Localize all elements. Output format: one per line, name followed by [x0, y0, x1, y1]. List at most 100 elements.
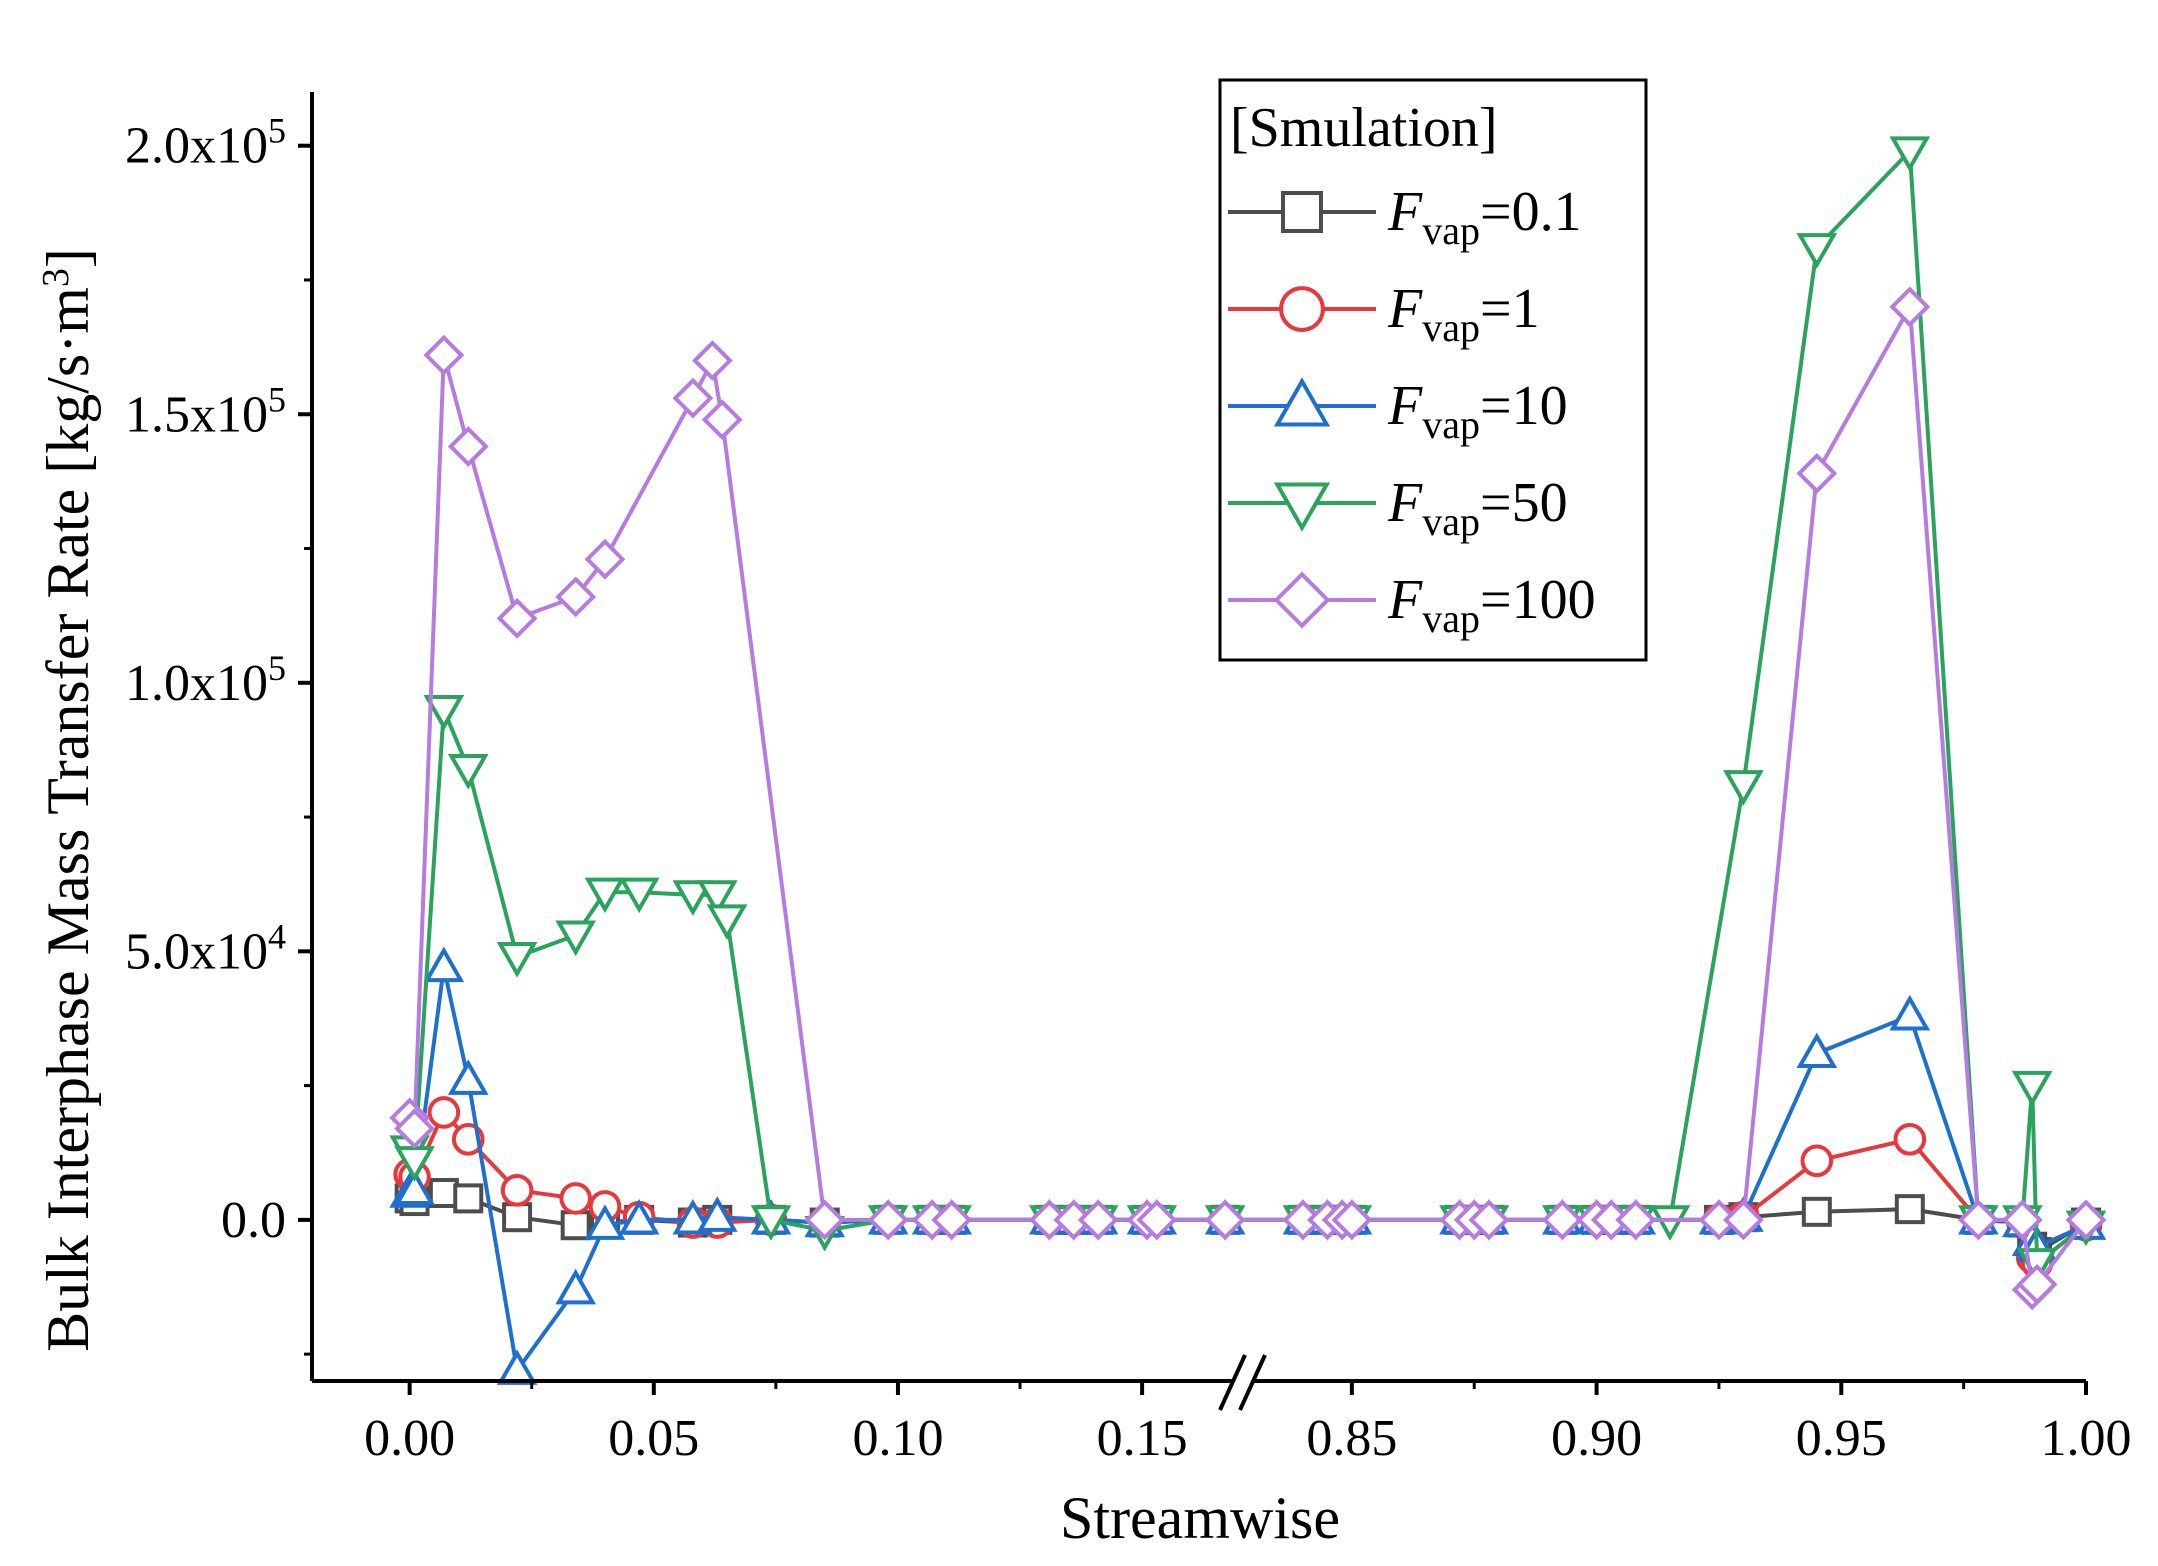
legend-label-value: =10: [1480, 375, 1568, 437]
data-point: [555, 920, 597, 957]
x-tick-label: 0.90: [1551, 1410, 1642, 1467]
data-point: [2001, 1199, 2043, 1241]
data-point: [1723, 770, 1764, 806]
legend-label: Fvap=0.1: [1387, 181, 1582, 253]
data-point: [1136, 1199, 1178, 1241]
legend-item: Fvap=1: [1228, 278, 1540, 350]
y-tick-label-base: 1.5x10: [125, 386, 268, 443]
data-point: [750, 1205, 792, 1241]
legend-label-sub: vap: [1422, 596, 1480, 641]
data-point: [1801, 1196, 1832, 1227]
legend-marker: [1273, 377, 1331, 427]
data-point: [428, 1178, 459, 1209]
data-point: [1077, 1199, 1119, 1241]
y-tick-label: 0.0: [221, 1192, 286, 1249]
legend-label-sub: vap: [1422, 499, 1480, 544]
x-tick-label: 0.85: [1306, 1410, 1397, 1467]
y-tick-label: 1.5x105: [125, 379, 286, 443]
axis-break-mark: [1218, 1354, 1247, 1411]
data-point: [453, 1183, 484, 1214]
y-tick-label-base: 2.0x10: [125, 118, 268, 175]
legend-label-sub: vap: [1422, 305, 1480, 350]
data-point: [867, 1199, 909, 1241]
data-point: [500, 1174, 534, 1207]
data-point: [1796, 1032, 1838, 1069]
y-tick-label-exp: 4: [268, 916, 286, 956]
legend-label-var: F: [1387, 375, 1423, 437]
data-point: [584, 1204, 626, 1240]
y-axis-title-close: ]: [35, 248, 101, 268]
data-point: [560, 1210, 591, 1241]
data-point: [1889, 994, 1931, 1031]
legend-marker: [1273, 482, 1331, 532]
axis-break-mark: [1238, 1354, 1267, 1411]
y-tick-label-base: 0.0: [221, 1192, 286, 1249]
data-point: [1468, 1199, 1510, 1241]
data-point: [394, 1169, 435, 1206]
data-point: [394, 1108, 435, 1149]
data-point: [447, 754, 489, 790]
legend-item: Fvap=50: [1228, 472, 1568, 544]
data-point: [706, 904, 748, 941]
legend-title: [Smulation]: [1230, 97, 1498, 159]
legend-label-var: F: [1387, 472, 1423, 534]
y-axis-title: Bulk Interphase Mass Transfer Rate [kg/s…: [35, 248, 101, 1352]
data-point: [1723, 1199, 1764, 1241]
legend-label-var: F: [1387, 569, 1423, 631]
data-point: [701, 399, 743, 440]
data-point: [502, 1202, 533, 1233]
series-layer: [389, 136, 2107, 1385]
y-tick-label: 5.0x104: [125, 916, 286, 980]
data-point: [696, 1196, 738, 1232]
data-point: [1889, 286, 1931, 328]
legend-label-var: F: [1387, 278, 1423, 340]
y-axis-title-sup: 3: [35, 268, 77, 287]
x-tick-label: 0.95: [1796, 1410, 1887, 1467]
legend-marker: [1273, 571, 1331, 629]
x-axis-title: Streamwise: [1060, 1485, 1340, 1551]
data-point: [423, 694, 465, 731]
legend-marker: [1279, 286, 1325, 332]
legend-label: Fvap=100: [1387, 569, 1596, 641]
y-tick-label-exp: 5: [268, 111, 286, 151]
legend-marker: [1281, 191, 1323, 233]
x-tick-label: 1.00: [2041, 1410, 2132, 1467]
y-tick-label-exp: 5: [268, 648, 286, 688]
data-point: [584, 538, 626, 580]
legend-box: [1218, 78, 1648, 662]
legend-label-sub: vap: [1422, 208, 1480, 253]
data-point: [1796, 452, 1838, 494]
y-tick-label-base: 1.0x10: [125, 655, 268, 712]
data-point: [447, 1059, 489, 1095]
data-point: [447, 426, 489, 467]
x-tick-label: 0.15: [1097, 1410, 1188, 1467]
legend-label-value: =50: [1480, 472, 1568, 534]
legend-label: Fvap=50: [1387, 472, 1568, 544]
legend-item: Fvap=100: [1228, 569, 1596, 641]
data-point: [1957, 1199, 1999, 1241]
data-point: [1541, 1199, 1583, 1241]
legend-label-sub: vap: [1422, 402, 1480, 447]
data-point: [618, 877, 660, 914]
legend-item: Fvap=10: [1228, 375, 1568, 447]
y-tick-label: 2.0x105: [125, 111, 286, 175]
legend: [Smulation]Fvap=0.1Fvap=1Fvap=10Fvap=50F…: [1218, 78, 1648, 662]
y-axis-title-main: Bulk Interphase Mass Transfer Rate [kg/s…: [35, 287, 101, 1352]
y-tick-label-exp: 5: [268, 379, 286, 419]
legend-label: Fvap=1: [1387, 278, 1540, 350]
data-point: [618, 1198, 660, 1235]
x-tick-label: 0.05: [608, 1410, 699, 1467]
data-point: [1649, 1205, 1691, 1241]
data-point: [1796, 233, 1838, 269]
data-point: [1800, 1144, 1834, 1178]
x-tick-label: 0.00: [364, 1410, 455, 1467]
data-point: [584, 877, 626, 914]
data-point: [1889, 136, 1931, 173]
data-point: [672, 377, 714, 419]
y-tick-label-base: 5.0x10: [125, 923, 268, 980]
data-point: [496, 942, 538, 978]
data-point: [804, 1199, 846, 1241]
